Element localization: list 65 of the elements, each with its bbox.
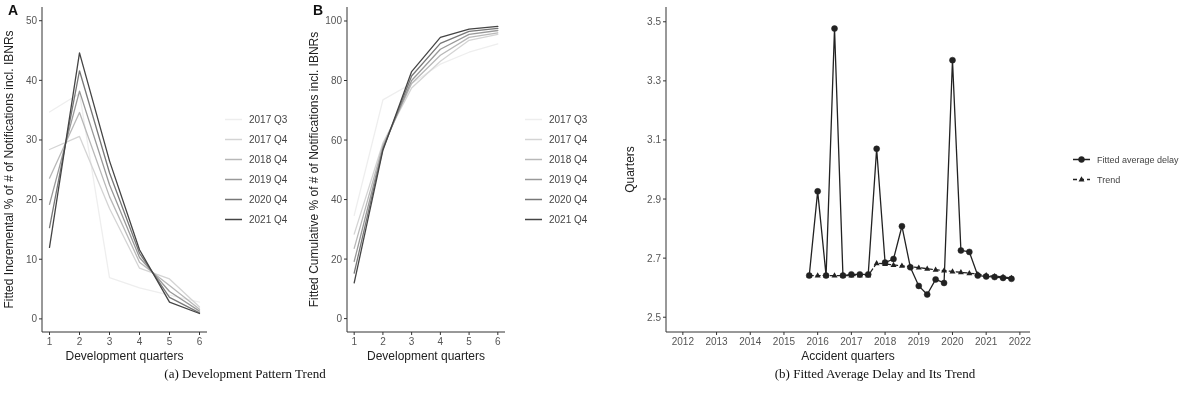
x-tick-label: 2012 (671, 336, 695, 347)
x-tick-label: 2018 (873, 336, 897, 347)
x-tick-label: 2019 (907, 336, 931, 347)
text: (b) Fitted Average Delay and Its Trend (774, 366, 976, 381)
x-tick-label: 2 (76, 336, 83, 347)
y-tick-label: 10 (25, 253, 38, 265)
x-tick-label: 3 (106, 336, 113, 347)
y-tick-label: 100 (325, 15, 343, 27)
x-tick-label: 2 (380, 336, 387, 347)
legend-label: 2019 Q4 (549, 174, 588, 185)
legend-label: Fitted average delay (1097, 154, 1180, 165)
x-axis-title: Accident quarters (801, 349, 895, 363)
y-tick-label: 3.5 (647, 16, 662, 28)
x-tick-label: 5 (166, 336, 173, 347)
y-tick-label: 80 (330, 75, 343, 87)
y-axis-title: Quarters (623, 146, 637, 193)
y-tick-label: 3.1 (647, 134, 662, 146)
legend-label: 2021 Q4 (249, 214, 288, 225)
y-tick-label: 2.7 (647, 252, 662, 264)
x-tick-label: 2017 (840, 336, 863, 347)
x-tick-label: 2016 (806, 336, 830, 347)
y-tick-label: 20 (25, 194, 38, 206)
x-axis-title: Development quarters (65, 349, 184, 363)
y-tick-label: 40 (25, 74, 38, 86)
y-axis-title: Fitted Incremental % of # of Notifications incl. IBNRs (2, 30, 16, 309)
legend-label: 2021 Q4 (549, 214, 588, 225)
legend-label: 2017 Q4 (249, 134, 288, 145)
y-tick-label: 0 (31, 313, 38, 325)
chart-title: A (8, 2, 19, 18)
legend-label: 2018 Q4 (249, 154, 288, 165)
x-tick-label: 2013 (705, 336, 729, 347)
y-axis-title: Fitted Cumulative % of # of Notifications incl. IBNRs (307, 31, 321, 308)
y-tick-label: 50 (25, 15, 38, 27)
x-tick-label: 1 (351, 336, 358, 347)
y-tick-label: 0 (336, 313, 343, 325)
legend-label: 2017 Q4 (549, 134, 588, 145)
legend-label: 2020 Q4 (249, 194, 288, 205)
y-tick-label: 40 (330, 194, 343, 206)
y-tick-label: 2.5 (647, 311, 662, 323)
legend-label: Trend (1097, 174, 1121, 185)
text: (a) Development Pattern Trend (164, 366, 327, 381)
y-tick-label: 60 (330, 134, 343, 146)
x-tick-label: 4 (437, 336, 444, 347)
x-axis-title: Development quarters (366, 349, 486, 363)
legend-label: 2020 Q4 (549, 194, 588, 205)
x-tick-label: 2021 (975, 336, 998, 347)
x-tick-label: 3 (408, 336, 415, 347)
y-tick-label: 3.3 (647, 75, 662, 87)
legend-label: 2017 Q3 (549, 114, 588, 125)
x-tick-label: 2014 (739, 336, 762, 347)
y-tick-label: 20 (330, 253, 343, 265)
chart-title: B (313, 2, 324, 18)
y-tick-label: 30 (25, 134, 38, 146)
y-tick-label: 2.9 (647, 193, 662, 205)
x-tick-label: 6 (196, 336, 203, 347)
legend-label: 2018 Q4 (549, 154, 588, 165)
x-tick-label: 1 (46, 336, 53, 347)
x-tick-label: 4 (136, 336, 143, 347)
x-tick-label: 2022 (1008, 336, 1032, 347)
x-tick-label: 2015 (772, 336, 796, 347)
legend-label: 2017 Q3 (249, 114, 288, 125)
x-tick-label: 6 (495, 336, 502, 347)
x-tick-label: 5 (466, 336, 473, 347)
legend-label: 2019 Q4 (249, 174, 288, 185)
x-tick-label: 2020 (941, 336, 965, 347)
